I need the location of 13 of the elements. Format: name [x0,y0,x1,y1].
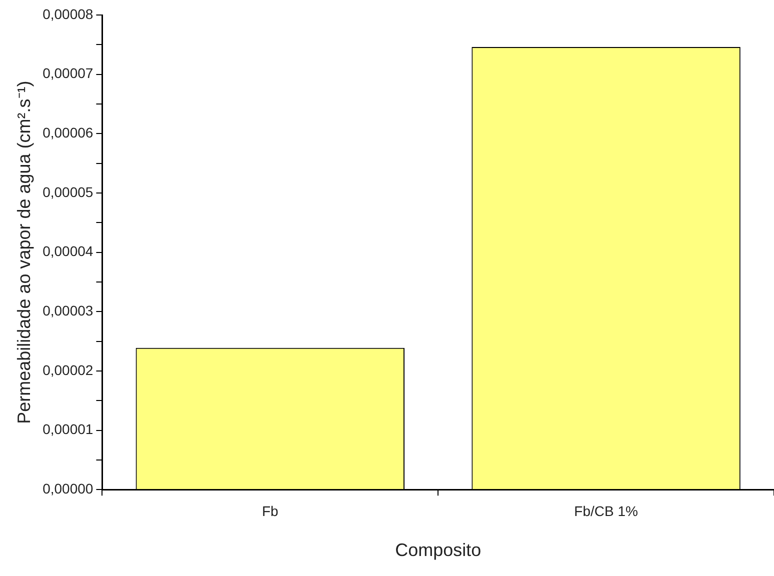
x-tick-label: Fb [262,502,279,519]
y-tick-label: 0,00005 [42,184,94,200]
y-axis-title: Permeabilidade ao vapor de agua (cm².s⁻¹) [14,80,34,424]
x-tick-label: Fb/CB 1% [574,502,638,519]
y-tick-label: 0,00006 [42,124,94,141]
y-tick-label: 0,00008 [42,6,94,22]
x-axis-title: Composito [395,540,482,560]
y-tick-label: 0,00001 [42,421,94,438]
y-tick-label: 0,00002 [42,362,94,378]
y-tick-label: 0,00000 [42,480,94,496]
y-tick-label: 0,00003 [42,302,94,318]
y-tick-label: 0,00004 [42,243,94,260]
y-tick-label: 0,00007 [42,65,94,82]
